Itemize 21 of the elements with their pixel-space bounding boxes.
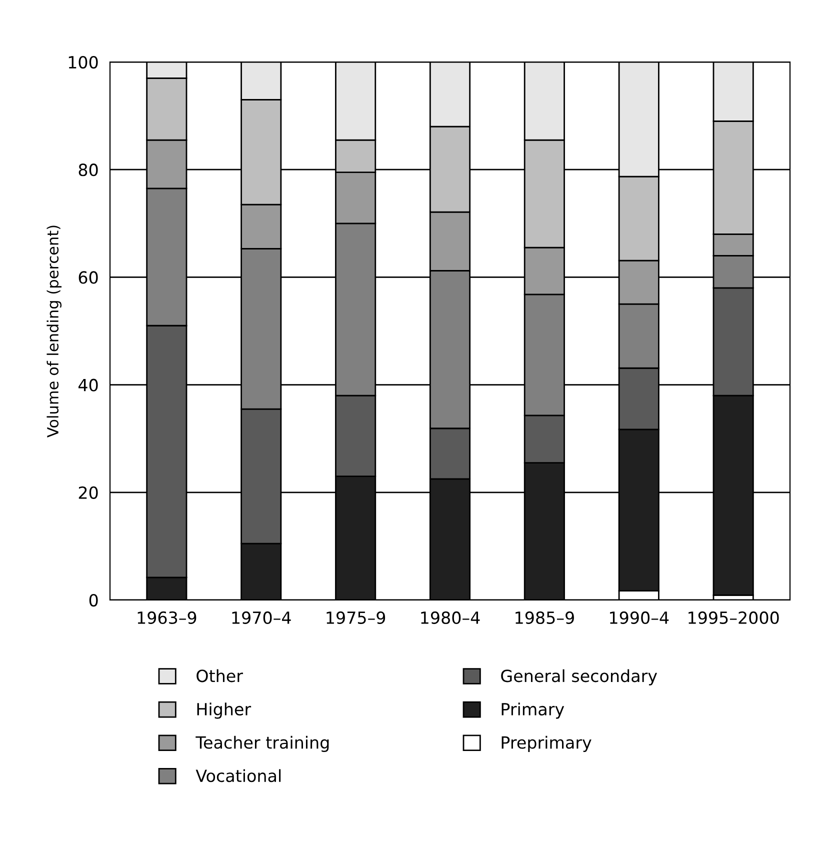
x-tick-label: 1970–4: [232, 611, 291, 624]
legend-label: Higher: [197, 702, 252, 719]
y-tick-label: 100: [68, 56, 98, 69]
legend-label: Vocational: [196, 769, 281, 782]
y-tick-label: 0: [89, 594, 98, 607]
x-tick-label: 1990–4: [610, 611, 669, 624]
y-tick-label: 40: [78, 378, 98, 392]
legend-label: Primary: [502, 702, 564, 719]
x-tick-label: 1985–9: [516, 611, 574, 624]
legend-label: Other: [196, 669, 243, 682]
y-axis-title: Volume of lending (percent): [46, 226, 62, 438]
legend-label: General secondary: [501, 669, 658, 686]
x-tick-label: 1975–9: [326, 611, 386, 624]
legend-label: Teacher training: [196, 736, 329, 752]
y-tick-label: 80: [78, 164, 98, 176]
y-tick-label: 20: [78, 486, 98, 499]
x-tick-label: 1980–4: [421, 611, 480, 624]
x-tick-label: 1995–2000: [688, 611, 779, 624]
x-tick-label: 1963–9: [138, 611, 196, 624]
y-tick-label: 60: [78, 271, 98, 284]
legend-label: Preprimary: [502, 736, 592, 752]
